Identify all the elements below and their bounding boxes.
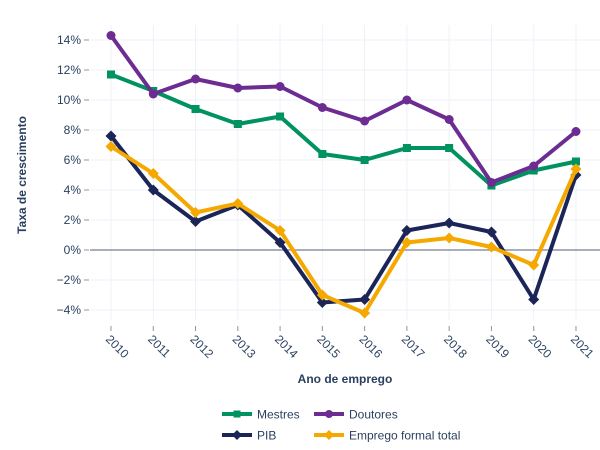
data-point-emprego-formal-total: [443, 232, 455, 244]
series-mestres: [107, 70, 580, 190]
legend-item-pib[interactable]: PIB: [222, 429, 276, 443]
data-point-doutores: [360, 116, 370, 126]
series-line-mestres: [110, 72, 577, 188]
data-point-doutores: [233, 83, 243, 93]
data-point-emprego-formal-total: [359, 307, 371, 319]
data-point-emprego-formal-total: [105, 141, 117, 152]
legend-label: Emprego formal total: [349, 429, 460, 443]
y-tick-label: 10%: [57, 93, 81, 107]
data-point-doutores: [106, 31, 116, 40]
data-point-doutores: [191, 74, 201, 84]
x-tick-label: 2019: [483, 332, 512, 361]
y-tick-label: 2%: [64, 213, 82, 227]
data-point-emprego-formal-total: [401, 237, 413, 248]
data-point-emprego-formal-total: [528, 259, 540, 271]
data-point-doutores: [444, 115, 454, 124]
series-layer: [105, 31, 582, 319]
data-point-emprego-formal-total: [570, 163, 582, 175]
legend-item-doutores[interactable]: Doutores: [314, 408, 398, 422]
series-doutores: [106, 31, 581, 187]
data-point-pib: [147, 184, 159, 196]
data-point-mestres: [402, 144, 411, 152]
data-point-emprego-formal-total: [316, 289, 328, 301]
y-axis-title: Taxa de crescimento: [15, 116, 29, 234]
x-tick-label: 2018: [441, 332, 470, 361]
legend-swatch-marker: [325, 410, 333, 418]
x-axis-title: Ano de emprego: [298, 372, 393, 386]
data-point-doutores: [402, 95, 412, 105]
legend-item-emprego-formal-total[interactable]: Emprego formal total: [314, 429, 460, 443]
data-point-pib: [359, 294, 371, 305]
x-tick-label: 2017: [399, 332, 428, 361]
legend-label: PIB: [257, 429, 276, 443]
data-point-mestres: [445, 144, 454, 152]
data-point-pib: [443, 217, 455, 229]
data-point-mestres: [107, 70, 115, 79]
data-point-doutores: [317, 103, 327, 112]
data-point-pib: [190, 216, 202, 227]
data-point-doutores: [486, 178, 496, 187]
y-tick-label: 12%: [57, 63, 81, 77]
data-point-emprego-formal-total: [232, 198, 244, 209]
legend-label: Doutores: [349, 408, 398, 422]
legend-swatch-marker: [233, 410, 241, 418]
x-tick-label: 2012: [187, 332, 216, 361]
x-tick-label: 2014: [272, 332, 301, 361]
data-point-emprego-formal-total: [274, 225, 286, 236]
legend-item-mestres[interactable]: Mestres: [222, 408, 300, 422]
data-point-pib: [316, 297, 328, 308]
data-point-emprego-formal-total: [485, 241, 497, 253]
data-point-mestres: [360, 156, 369, 164]
data-point-doutores: [571, 127, 581, 136]
data-point-mestres: [571, 157, 580, 166]
data-point-pib: [485, 226, 497, 238]
legend-swatch-marker: [232, 430, 242, 440]
data-point-doutores: [148, 89, 158, 99]
data-point-emprego-formal-total: [147, 168, 159, 179]
data-point-mestres: [276, 112, 285, 121]
x-gridlines: [110, 25, 577, 320]
data-point-doutores: [529, 161, 539, 171]
series-line-emprego-formal-total: [109, 144, 578, 315]
y-tick-label: 8%: [64, 123, 82, 137]
x-tick-label: 2021: [568, 332, 597, 361]
y-tick-label: −4%: [57, 303, 82, 317]
data-point-pib: [274, 237, 286, 248]
x-tick-label: 2015: [314, 332, 343, 361]
x-tick-label: 2016: [356, 332, 385, 361]
y-tick-label: 14%: [57, 33, 81, 47]
y-tick-label: 0%: [64, 243, 82, 257]
data-point-pib: [105, 130, 117, 142]
y-tick-label: 4%: [64, 183, 82, 197]
data-point-mestres: [191, 105, 200, 113]
data-point-pib: [401, 225, 413, 236]
x-tick-label: 2011: [145, 332, 173, 360]
legend-label: Mestres: [257, 408, 300, 422]
x-axis: 2010 2011 2012 2013 2014 2015 2016 2017 2018 2019…: [103, 326, 597, 361]
y-axis: −4% −2% 0% 2% 4% 6% 8% 10% 12% 14%: [57, 33, 89, 317]
x-tick-label: 2010: [103, 332, 132, 361]
data-point-mestres: [233, 120, 242, 128]
series-emprego-formal-total: [105, 141, 582, 319]
data-point-pib: [528, 294, 540, 305]
y-tick-label: −2%: [57, 273, 82, 287]
legend: Mestres Doutores PIB Emprego formal total: [222, 408, 460, 443]
series-line-pib: [109, 134, 578, 305]
series-line-doutores: [109, 34, 578, 185]
x-tick-label: 2013: [230, 332, 259, 361]
legend-swatch-marker: [324, 430, 334, 440]
x-tick-label: 2020: [526, 332, 555, 361]
data-point-doutores: [275, 82, 285, 91]
y-tick-label: 6%: [64, 153, 82, 167]
data-point-mestres: [318, 150, 327, 158]
data-point-emprego-formal-total: [190, 207, 202, 218]
